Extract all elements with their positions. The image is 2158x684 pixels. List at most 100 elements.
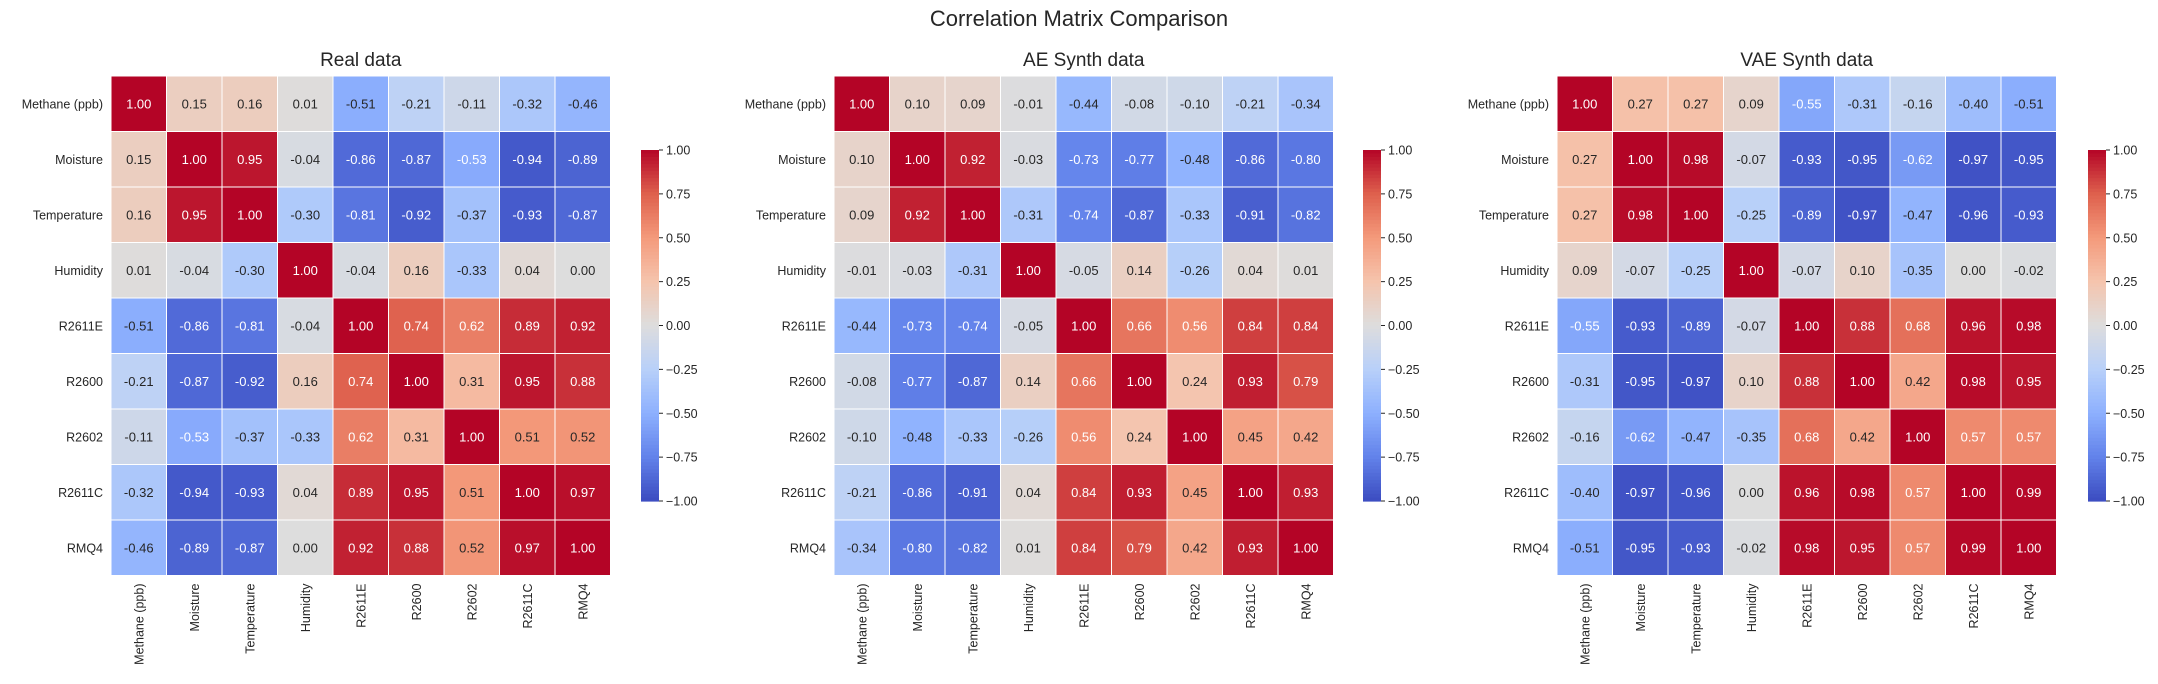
- colorbar-segment: [1363, 486, 1381, 492]
- cell-value-label: 1.00: [237, 207, 262, 222]
- heatmap-cell: [1222, 353, 1279, 410]
- heatmap-cell: [166, 297, 223, 354]
- heatmap-cell: [554, 131, 611, 188]
- heatmap-cell: [1222, 297, 1279, 354]
- panel-title: VAE Synth data: [1740, 50, 1873, 71]
- heatmap-cell: [443, 353, 500, 410]
- colorbar-segment: [1363, 346, 1381, 351]
- heatmap-cell: [1778, 464, 1835, 521]
- cell-value-label: 0.79: [1127, 540, 1152, 555]
- colorbar-segment: [641, 213, 659, 218]
- colorbar-segment: [641, 437, 659, 442]
- colorbar-segment: [2088, 300, 2106, 306]
- colorbar-segment: [2088, 490, 2106, 495]
- cell-value-label: 0.16: [126, 207, 151, 222]
- cell-value-label: 1.00: [1238, 485, 1263, 500]
- heatmap-cell: [277, 408, 334, 465]
- cell-value-label: 0.27: [1572, 207, 1597, 222]
- heatmap-cell: [1277, 75, 1334, 132]
- colorbar-tick-label: −0.50: [666, 407, 698, 421]
- colorbar-segment: [1363, 353, 1381, 358]
- colorbar-segment: [1363, 251, 1381, 256]
- x-tick-label: Moisture: [1634, 583, 1648, 631]
- colorbar-segment: [1363, 286, 1381, 291]
- colorbar-segment: [2088, 307, 2106, 313]
- colorbar-segment: [1363, 304, 1381, 309]
- heatmap-cell: [1556, 408, 1613, 465]
- colorbar-segment: [641, 286, 659, 291]
- colorbar-segment: [1363, 381, 1381, 386]
- heatmap-cell: [1612, 297, 1669, 354]
- cell-value-label: 1.00: [459, 429, 484, 444]
- colorbar-segment: [1363, 483, 1381, 488]
- heatmap-cell: [1055, 297, 1112, 354]
- heatmap-cell: [1166, 408, 1223, 465]
- colorbar-segment: [641, 353, 659, 358]
- colorbar-segment: [2088, 209, 2106, 214]
- cell-value-label: 0.09: [1572, 263, 1597, 278]
- colorbar-segment: [1363, 437, 1381, 442]
- x-tick-label: Humidity: [1022, 583, 1036, 632]
- heatmap-cell: [2000, 519, 2057, 576]
- cell-value-label: -0.91: [958, 485, 988, 500]
- colorbar-segment: [641, 371, 659, 376]
- cell-value-label: 1.00: [2016, 540, 2041, 555]
- colorbar-segment: [2088, 332, 2106, 337]
- cell-value-label: -0.87: [1124, 207, 1154, 222]
- cell-value-label: 0.56: [1071, 429, 1096, 444]
- colorbar-segment: [641, 427, 659, 432]
- cell-value-label: 0.98: [1961, 374, 1986, 389]
- colorbar-segment: [2088, 353, 2106, 358]
- x-tick-label: Methane (ppb): [132, 584, 146, 665]
- cell-value-label: 0.00: [1961, 263, 1986, 278]
- colorbar-segment: [1363, 321, 1381, 327]
- colorbar-segment: [2088, 416, 2106, 421]
- heatmap-cell: [1277, 131, 1334, 188]
- heatmap-cell: [166, 242, 223, 299]
- cell-value-label: -0.91: [1235, 207, 1265, 222]
- y-tick-label: R2611C: [781, 486, 826, 500]
- colorbar-tick-label: 0.00: [1388, 319, 1412, 333]
- colorbar-segment: [1363, 248, 1381, 253]
- heatmap-cell: [166, 408, 223, 465]
- colorbar-segment: [641, 451, 659, 456]
- cell-value-label: -0.31: [958, 263, 988, 278]
- cell-value-label: -0.93: [1625, 318, 1655, 333]
- heatmap-cell: [833, 519, 890, 576]
- colorbar-tick-label: −0.75: [666, 451, 698, 465]
- y-tick-label: RMQ4: [67, 541, 103, 555]
- colorbar-segment: [2088, 465, 2106, 471]
- colorbar-segment: [641, 164, 659, 169]
- cell-value-label: 0.66: [1071, 374, 1096, 389]
- heatmap-cell: [1556, 75, 1613, 132]
- colorbar-segment: [2088, 241, 2106, 246]
- colorbar-segment: [2088, 171, 2106, 176]
- heatmap-cell: [833, 353, 890, 410]
- heatmap-cell: [1556, 242, 1613, 299]
- cell-value-label: 0.97: [570, 485, 595, 500]
- cell-value-label: 1.00: [1683, 207, 1708, 222]
- cell-value-label: -0.31: [1013, 207, 1043, 222]
- heatmap-cell: [1778, 408, 1835, 465]
- colorbar-segment: [641, 360, 659, 365]
- cell-value-label: 0.51: [515, 429, 540, 444]
- cell-value-label: -0.95: [1847, 152, 1877, 167]
- colorbar-segment: [2088, 213, 2106, 218]
- heatmap-cell: [1889, 297, 1946, 354]
- cell-value-label: -0.51: [1570, 540, 1600, 555]
- heatmap-cell: [1055, 408, 1112, 465]
- colorbar-segment: [641, 388, 659, 393]
- cell-value-label: 0.57: [1905, 485, 1930, 500]
- cell-value-label: -0.40: [1570, 485, 1600, 500]
- heatmap-cell: [1667, 242, 1724, 299]
- colorbar-segment: [1363, 192, 1381, 197]
- y-tick-label: Moisture: [55, 153, 103, 167]
- cell-value-label: 0.42: [1293, 429, 1318, 444]
- heatmap-cell: [1111, 242, 1168, 299]
- heatmap-cell: [1834, 186, 1891, 243]
- colorbar-segment: [1363, 448, 1381, 453]
- colorbar-segment: [1363, 374, 1381, 379]
- colorbar-segment: [1363, 367, 1381, 372]
- heatmap-cell: [1111, 519, 1168, 576]
- heatmap-cell: [2000, 464, 2057, 521]
